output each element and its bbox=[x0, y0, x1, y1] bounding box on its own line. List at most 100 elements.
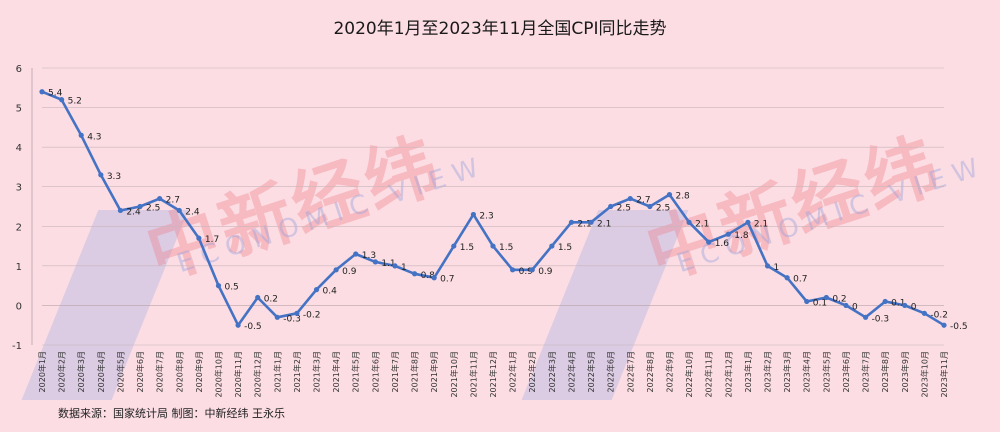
data-point bbox=[392, 263, 398, 269]
data-label: 2.8 bbox=[675, 192, 690, 202]
data-point bbox=[372, 259, 378, 265]
data-label: 2.7 bbox=[166, 196, 180, 206]
x-tick-label: 2023年2月 bbox=[763, 351, 773, 392]
data-label: 0.9 bbox=[538, 267, 553, 277]
data-label: 0.4 bbox=[323, 287, 338, 297]
data-point bbox=[157, 195, 163, 202]
data-label: 5.4 bbox=[48, 89, 63, 99]
data-label: 0 bbox=[852, 302, 858, 312]
data-label: -0.2 bbox=[303, 310, 321, 320]
y-tick-label: -1 bbox=[12, 341, 22, 352]
y-tick-label: 0 bbox=[16, 301, 22, 312]
data-label: 1.8 bbox=[734, 231, 749, 241]
data-label: 2.5 bbox=[146, 204, 160, 214]
x-tick-label: 2021年2月 bbox=[292, 351, 302, 392]
data-label: 1.7 bbox=[205, 235, 219, 245]
data-point bbox=[627, 195, 633, 202]
x-tick-label: 2020年7月 bbox=[155, 351, 165, 392]
data-point bbox=[294, 310, 300, 316]
x-tick-label: 2023年1月 bbox=[743, 351, 753, 392]
data-point bbox=[59, 97, 65, 103]
data-point bbox=[764, 263, 771, 269]
x-tick-label: 2021年4月 bbox=[331, 351, 341, 392]
x-tick-label: 2020年3月 bbox=[76, 351, 86, 392]
data-label: 0.7 bbox=[440, 275, 454, 285]
data-label: 2.1 bbox=[695, 219, 709, 229]
x-tick-label: 2020年11月 bbox=[233, 351, 243, 398]
x-tick-label: 2022年2月 bbox=[527, 351, 537, 392]
data-label: 4.3 bbox=[87, 132, 101, 142]
x-tick-label: 2023年11月 bbox=[939, 351, 949, 398]
x-tick-label: 2021年3月 bbox=[312, 351, 322, 392]
x-tick-label: 2022年5月 bbox=[586, 351, 596, 392]
x-tick-label: 2022年10月 bbox=[684, 351, 694, 398]
chart-title: 2020年1月至2023年11月全国CPI同比走势 bbox=[333, 19, 667, 39]
data-label: 2.1 bbox=[597, 219, 611, 229]
y-tick-label: 2 bbox=[16, 222, 22, 233]
data-point bbox=[745, 219, 751, 225]
x-tick-label: 2022年11月 bbox=[704, 351, 714, 398]
data-point bbox=[137, 203, 143, 210]
x-tick-label: 2022年3月 bbox=[547, 351, 557, 392]
data-label: 1.5 bbox=[499, 243, 513, 253]
data-label: 0.8 bbox=[421, 271, 436, 281]
data-point bbox=[255, 294, 261, 301]
x-tick-label: 2021年5月 bbox=[351, 351, 361, 392]
data-point bbox=[647, 203, 653, 210]
data-point bbox=[725, 231, 731, 237]
data-point bbox=[235, 322, 241, 328]
x-tick-label: 2020年4月 bbox=[96, 351, 106, 392]
x-tick-label: 2020年8月 bbox=[174, 351, 184, 392]
x-tick-label: 2023年5月 bbox=[821, 351, 831, 392]
x-tick-label: 2021年12月 bbox=[488, 351, 498, 398]
x-tick-label: 2023年8月 bbox=[880, 351, 890, 392]
data-point bbox=[490, 243, 496, 249]
x-tick-label: 2020年6月 bbox=[135, 351, 145, 392]
x-tick-label: 2022年1月 bbox=[508, 351, 518, 392]
x-tick-label: 2020年12月 bbox=[253, 351, 263, 398]
x-tick-label: 2022年8月 bbox=[645, 351, 655, 392]
x-tick-label: 2023年6月 bbox=[841, 351, 851, 392]
data-label: 0.1 bbox=[891, 298, 905, 308]
data-label: 5.2 bbox=[68, 97, 82, 107]
x-tick-label: 2021年6月 bbox=[370, 351, 380, 392]
x-tick-label: 2021年7月 bbox=[390, 351, 400, 392]
data-point bbox=[823, 294, 829, 301]
data-point bbox=[568, 219, 575, 225]
x-tick-label: 2020年10月 bbox=[213, 351, 223, 398]
x-tick-label: 2021年10月 bbox=[449, 351, 459, 398]
data-point bbox=[862, 314, 869, 320]
x-tick-label: 2020年5月 bbox=[115, 351, 125, 392]
data-point bbox=[353, 251, 359, 257]
x-tick-label: 2023年9月 bbox=[900, 351, 910, 392]
x-tick-label: 2022年9月 bbox=[664, 351, 674, 392]
data-point bbox=[902, 302, 908, 309]
x-tick-label: 2020年2月 bbox=[57, 351, 67, 392]
data-point bbox=[588, 219, 594, 225]
x-tick-label: 2021年1月 bbox=[272, 351, 282, 392]
x-tick-label: 2021年11月 bbox=[468, 351, 478, 398]
y-tick-label: 3 bbox=[16, 183, 22, 194]
data-label: -0.5 bbox=[244, 322, 262, 332]
data-point bbox=[196, 235, 202, 241]
data-point bbox=[451, 243, 457, 249]
data-label: 0.7 bbox=[793, 275, 807, 285]
series-line bbox=[41, 90, 945, 327]
x-tick-label: 2020年9月 bbox=[194, 351, 204, 392]
x-tick-label: 2022年7月 bbox=[625, 351, 635, 392]
data-point bbox=[529, 267, 535, 273]
y-tick-label: 4 bbox=[16, 143, 22, 154]
data-point bbox=[411, 271, 418, 277]
data-point bbox=[470, 211, 476, 218]
data-label: 2.4 bbox=[185, 207, 200, 217]
data-source-note: 数据来源：国家统计局 制图：中新经纬 王永乐 bbox=[58, 407, 285, 420]
data-point bbox=[176, 207, 182, 214]
data-point bbox=[608, 203, 614, 210]
y-tick-label: 6 bbox=[16, 64, 22, 75]
data-point bbox=[98, 172, 104, 178]
x-tick-label: 2023年10月 bbox=[919, 351, 929, 398]
data-point bbox=[274, 314, 280, 320]
data-point bbox=[784, 275, 790, 281]
x-tick-label: 2022年6月 bbox=[606, 351, 616, 392]
